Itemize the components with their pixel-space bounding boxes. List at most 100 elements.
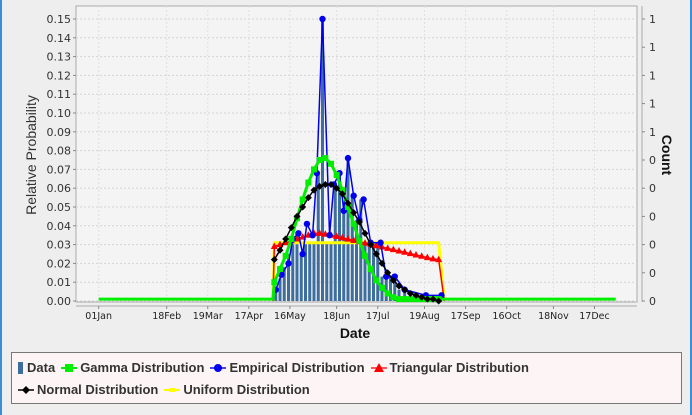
data-bar bbox=[274, 289, 278, 301]
data-bar bbox=[304, 242, 307, 301]
normal-distribution-point bbox=[406, 289, 414, 297]
triangular-distribution-point bbox=[316, 229, 324, 236]
normal-distribution-point bbox=[282, 235, 290, 243]
triangular-distribution-point bbox=[350, 236, 358, 243]
distribution-chart: 0.00 0.01 0.02 0.03 0.04 0.05 0.06 0.07 0.08 0.09… bbox=[23, 5, 675, 341]
normal-distribution-point bbox=[333, 184, 341, 192]
x-tick-label: 17Sep bbox=[451, 311, 481, 322]
gamma-distribution-point bbox=[379, 284, 385, 291]
normal-distribution-point bbox=[423, 295, 431, 303]
data-bar bbox=[376, 242, 380, 301]
normal-distribution-point bbox=[310, 186, 318, 194]
empirical-distribution-point bbox=[299, 250, 306, 258]
normal-distribution-point bbox=[276, 246, 284, 254]
x-tick-label: 16May bbox=[274, 311, 306, 322]
legend-label: Gamma Distribution bbox=[80, 360, 205, 375]
gamma-distribution-point bbox=[328, 160, 334, 167]
y2-tick-label: 0 bbox=[649, 154, 656, 167]
y2-tick-label: 1 bbox=[649, 13, 656, 26]
x-tick-label: 19Mar bbox=[193, 311, 223, 322]
gamma-distribution-point bbox=[333, 172, 340, 179]
data-bar bbox=[350, 195, 354, 301]
y2-tick-label: 1 bbox=[649, 41, 656, 54]
legend-item-uniform: Uniform Distribution bbox=[164, 382, 310, 397]
data-bar bbox=[342, 210, 346, 301]
empirical-distribution-point bbox=[377, 239, 384, 246]
normal-distribution-point bbox=[435, 297, 443, 305]
empirical-distribution-point bbox=[309, 232, 316, 239]
circle-marker-icon bbox=[210, 363, 227, 372]
legend-label: Empirical Distribution bbox=[229, 360, 365, 375]
data-bar bbox=[295, 242, 299, 301]
triangular-distribution-point bbox=[270, 242, 278, 249]
legend: Data Gamma Distribution Empirical Distri… bbox=[11, 352, 682, 404]
y-tick-label: 0.04 bbox=[47, 220, 72, 233]
data-bar bbox=[363, 242, 367, 301]
normal-distribution-point bbox=[316, 182, 324, 190]
normal-distribution-point bbox=[389, 276, 397, 284]
y2-tick-label: 1 bbox=[649, 69, 656, 82]
y-tick-label: 0.00 bbox=[47, 295, 72, 308]
y-tick-label: 0.05 bbox=[47, 201, 72, 214]
gamma-distribution-point bbox=[367, 266, 374, 273]
triangular-distribution-point bbox=[423, 253, 431, 261]
normal-distribution-point bbox=[384, 269, 392, 277]
normal-distribution-point bbox=[367, 241, 375, 249]
gamma-distribution-point bbox=[373, 277, 380, 284]
legend-label: Data bbox=[27, 360, 56, 375]
x-axis-label: Date bbox=[340, 325, 371, 341]
normal-distribution-point bbox=[344, 199, 352, 207]
gamma-distribution-point bbox=[362, 252, 368, 259]
triangular-distribution-point bbox=[389, 245, 397, 253]
gamma-distribution-point bbox=[299, 196, 306, 203]
normal-distribution-point bbox=[378, 259, 386, 267]
y-tick-label: 0.09 bbox=[47, 126, 72, 139]
gamma-distribution-point bbox=[271, 279, 278, 286]
x-tick-label: 18Feb bbox=[152, 311, 181, 322]
data-bar bbox=[287, 254, 290, 301]
normal-distribution-point bbox=[270, 256, 278, 264]
legend-item-empirical: Empirical Distribution bbox=[210, 360, 365, 375]
triangular-distribution-point bbox=[378, 243, 386, 250]
triangular-distribution-point bbox=[372, 241, 380, 249]
data-bar bbox=[325, 242, 329, 301]
data-bar bbox=[312, 242, 316, 301]
legend-item-triangular: Triangular Distribution bbox=[370, 360, 529, 375]
data-bar bbox=[403, 289, 407, 301]
x-tick-label: 18Nov bbox=[538, 311, 569, 322]
line-marker-icon bbox=[164, 387, 181, 392]
data-bar bbox=[282, 267, 286, 301]
data-bar bbox=[346, 158, 350, 301]
normal-distribution-point bbox=[361, 229, 369, 237]
triangular-distribution-point bbox=[361, 239, 369, 246]
gamma-distribution-point bbox=[384, 290, 391, 297]
gamma-distribution-point bbox=[339, 187, 346, 194]
normal-distribution-point bbox=[350, 209, 358, 217]
x-tick-label: 17Dec bbox=[579, 311, 609, 322]
legend-label: Triangular Distribution bbox=[389, 360, 529, 375]
y2-tick-label: 0 bbox=[649, 210, 656, 223]
legend-item-gamma: Gamma Distribution bbox=[61, 360, 204, 375]
diamond-marker-icon bbox=[18, 385, 34, 394]
triangular-distribution-point bbox=[401, 248, 409, 255]
empirical-distribution-point bbox=[344, 154, 352, 162]
gamma-distribution-point bbox=[277, 266, 283, 273]
gamma-distribution-point bbox=[305, 179, 312, 186]
triangular-distribution-point bbox=[344, 235, 352, 242]
gamma-distribution-point bbox=[407, 296, 414, 303]
y-tick-label: 0.12 bbox=[47, 69, 72, 82]
normal-distribution-point bbox=[355, 218, 363, 226]
gamma-distribution-point bbox=[288, 235, 295, 242]
y-tick-label: 0.15 bbox=[47, 13, 72, 26]
gamma-distribution-point bbox=[390, 294, 397, 301]
triangular-distribution-point bbox=[429, 254, 437, 262]
normal-distribution-point bbox=[401, 286, 409, 294]
y-tick-label: 0.10 bbox=[47, 107, 72, 120]
normal-distribution-point bbox=[418, 293, 426, 301]
empirical-distribution-point bbox=[295, 230, 302, 237]
empirical-distribution-point bbox=[360, 196, 367, 203]
y-tick-label: 0.13 bbox=[47, 51, 72, 64]
y-tick-label: 0.06 bbox=[47, 182, 72, 195]
legend-item-data: Data bbox=[18, 360, 55, 375]
y-tick-label: 0.11 bbox=[47, 88, 72, 101]
